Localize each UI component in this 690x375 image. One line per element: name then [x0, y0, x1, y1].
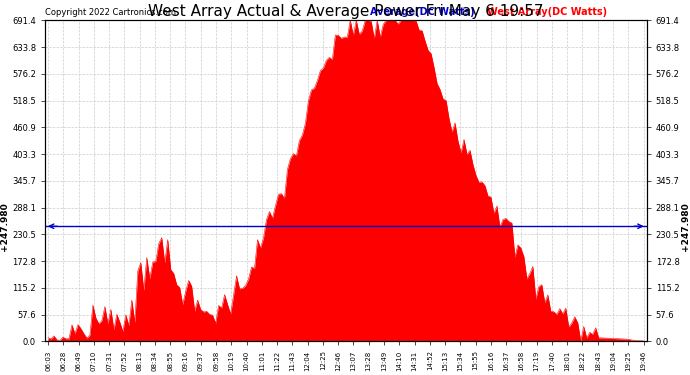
Text: +247.980: +247.980 — [681, 202, 690, 250]
Title: West Array Actual & Average Power Fri May 6 19:57: West Array Actual & Average Power Fri Ma… — [148, 4, 544, 19]
Text: West Array(DC Watts): West Array(DC Watts) — [487, 7, 607, 17]
Text: Average(DC Watts): Average(DC Watts) — [370, 7, 475, 17]
Text: Copyright 2022 Cartronics.com: Copyright 2022 Cartronics.com — [45, 8, 176, 17]
Text: +247.980: +247.980 — [0, 202, 8, 250]
